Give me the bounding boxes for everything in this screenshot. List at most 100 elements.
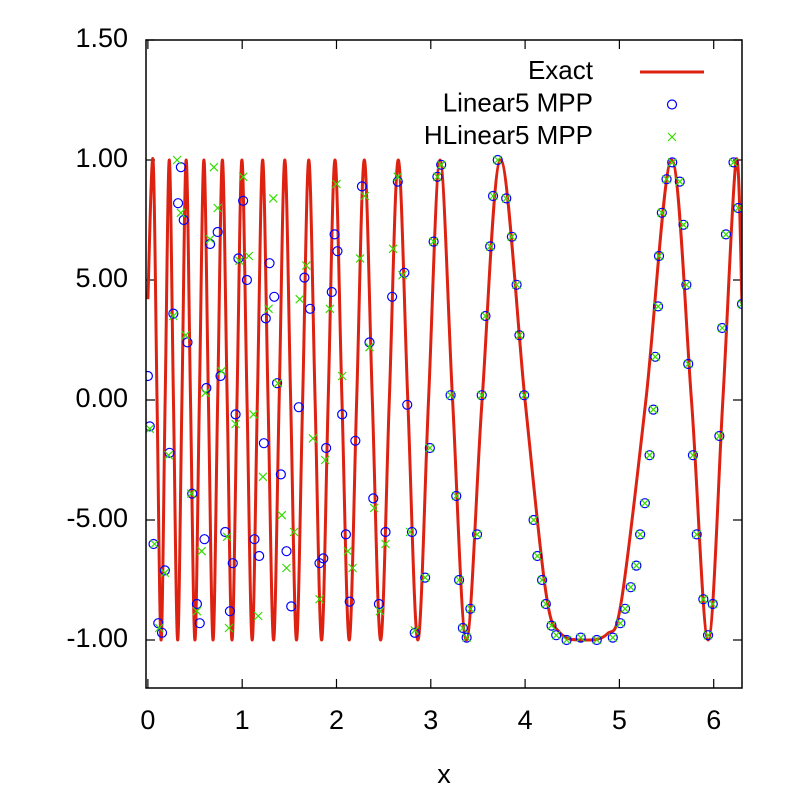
circle-marker [728,157,739,168]
circle-marker [514,330,525,341]
cross-marker [231,419,241,429]
circle-marker [368,493,379,504]
cross-marker [708,599,718,609]
circle-marker [492,154,503,166]
legend-circle [666,99,678,110]
circle-marker [344,596,355,607]
cross-marker [381,539,390,549]
x-tick-label: 6 [706,705,721,735]
cross-marker [355,253,365,263]
circle-marker [373,598,385,610]
cross-marker [733,203,742,213]
circle-marker [175,162,186,173]
y-tick-label: 1.00 [75,143,128,173]
cross-marker [551,630,561,640]
x-axis-label: x [437,759,451,789]
cross-marker [253,611,263,621]
cross-marker [654,251,664,261]
cross-marker [168,311,178,321]
circle-marker [326,286,337,298]
cross-marker [217,366,226,376]
cross-marker [150,539,159,549]
circle-marker [199,534,210,545]
circle-marker [445,390,456,401]
circle-marker [238,195,249,206]
circle-marker [648,404,659,415]
circle-marker [164,447,175,458]
circle-marker [720,229,732,240]
cross-marker [657,208,667,218]
cross-marker [192,606,202,616]
circle-marker [717,322,728,334]
circle-marker [321,442,332,454]
cross-marker [209,162,219,172]
cross-marker [146,424,155,434]
circle-marker [293,402,304,413]
cross-marker [234,256,244,266]
circle-marker [511,279,522,290]
circle-marker [487,190,499,202]
circle-marker [420,572,431,583]
series-layer [146,154,742,646]
cross-marker [662,174,671,184]
cross-marker [446,390,456,400]
circle-marker [615,618,626,629]
circle-marker [356,181,368,192]
cross-marker [717,323,727,333]
circle-marker [461,632,472,643]
cross-marker [268,193,278,203]
y-tick-label: -5.00 [66,503,128,533]
circle-marker [227,558,238,569]
cross-marker [164,450,174,460]
y-tick-label: 0.00 [75,383,128,413]
cross-marker [507,232,517,242]
circle-marker [619,603,631,614]
cross-marker [681,280,691,290]
circle-marker [506,231,517,242]
circle-marker [168,308,179,319]
cross-marker [348,563,357,573]
circle-marker [191,598,203,610]
cross-marker [160,568,170,578]
legend-label: Exact [528,55,594,85]
circle-marker [476,390,487,401]
circle-marker [471,529,483,540]
cross-marker [332,179,341,189]
circle-marker [146,421,155,432]
cross-marker [451,491,461,501]
cross-marker [650,352,660,362]
cross-marker [493,155,503,165]
circle-marker [465,603,476,614]
cross-marker [729,157,738,167]
legend-cross [667,132,677,142]
y-tick-label: 1.50 [75,23,128,53]
cross-marker [186,489,196,499]
circle-marker [644,450,655,461]
circle-marker [451,490,462,502]
cross-marker [562,635,572,645]
y-tick-label: 5.00 [75,263,128,293]
cross-marker [481,311,490,321]
circle-marker [691,529,702,540]
cross-marker [393,172,403,182]
x-tick-label: 4 [518,705,533,735]
circle-marker [681,279,692,290]
circle-marker [536,574,548,586]
cross-marker [488,191,498,201]
cross-marker [512,280,522,290]
circle-marker [575,632,586,643]
cross-marker [315,594,324,604]
circle-marker [148,538,159,550]
circle-marker [187,488,198,499]
circle-marker [667,157,678,168]
cross-marker [172,155,182,165]
circle-marker [432,171,443,182]
circle-marker [625,582,636,593]
x-tick-label: 5 [612,705,627,735]
circle-marker [249,534,260,545]
cross-marker [375,606,385,616]
cross-marker [547,621,556,631]
circle-marker [428,236,439,247]
circle-marker [519,390,530,401]
